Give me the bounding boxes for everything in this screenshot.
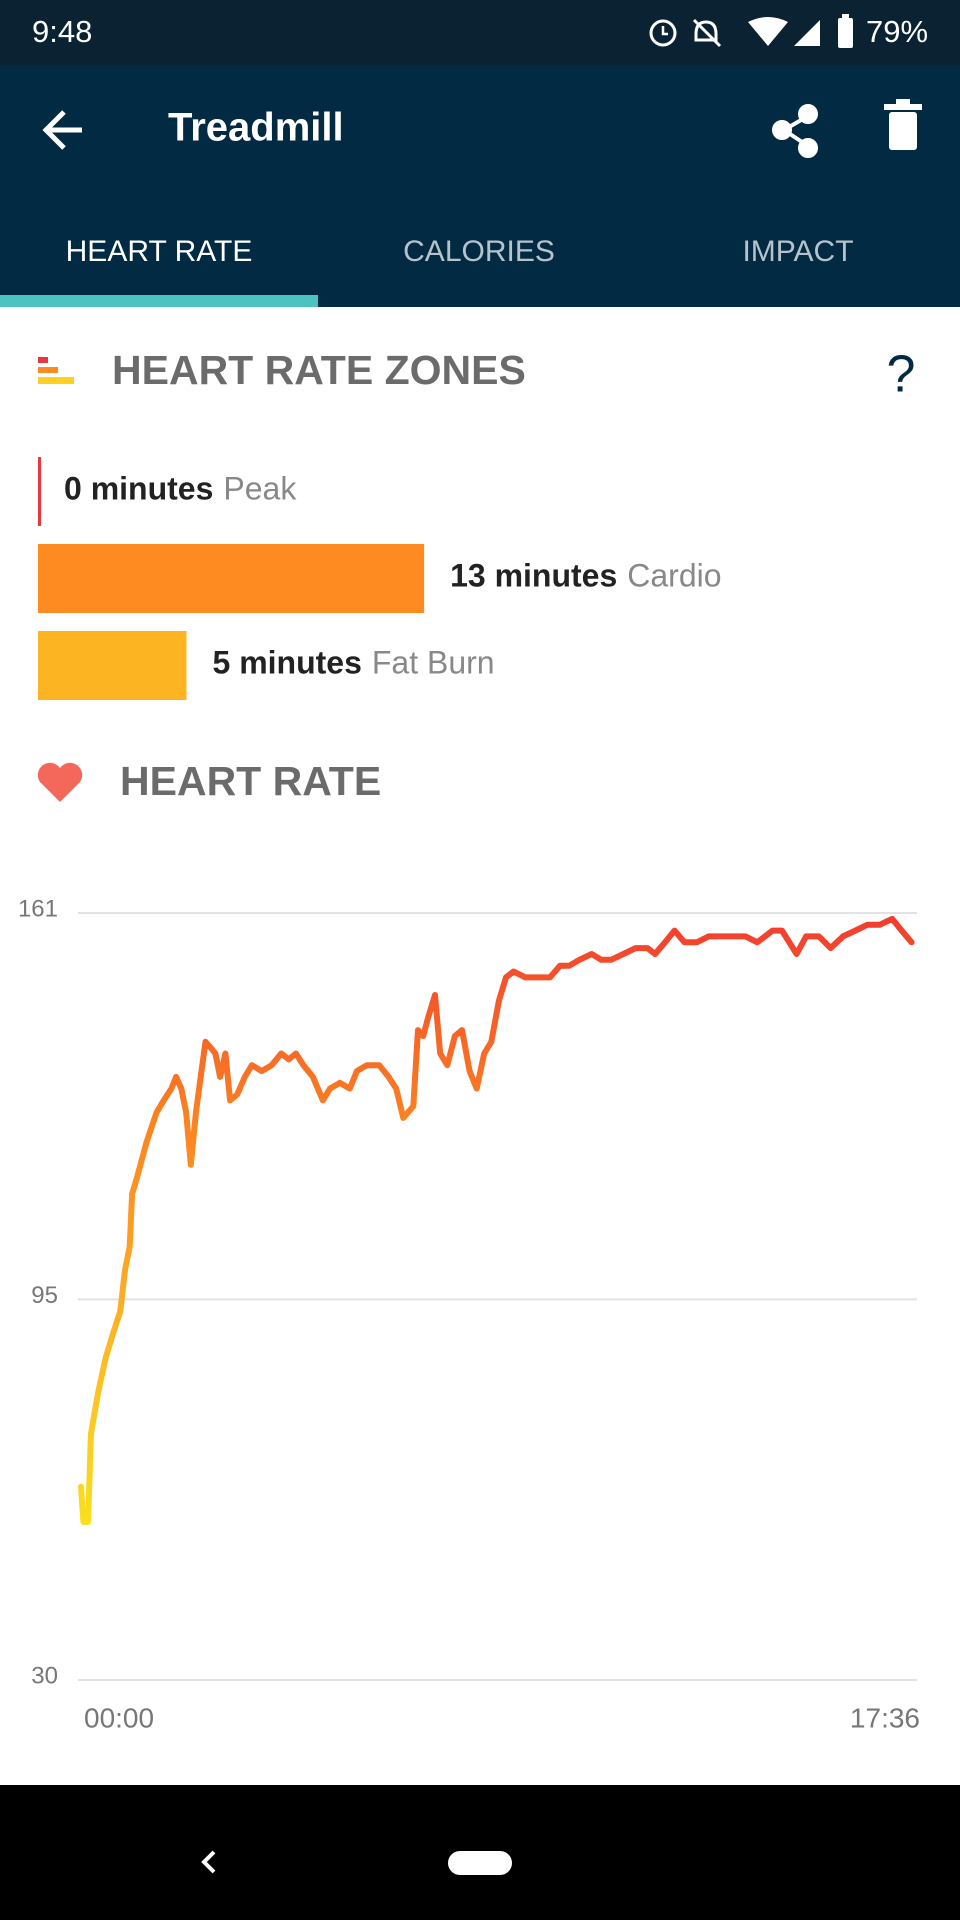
zone-name: Cardio <box>627 558 721 594</box>
zone-bar <box>38 631 187 700</box>
zone-label: 5 minutes Fat Burn <box>213 645 495 681</box>
zones-icon <box>38 357 74 384</box>
y-tick-label: 95 <box>31 1282 58 1309</box>
zone-label: 13 minutes Cardio <box>450 558 721 594</box>
zone-name: Peak <box>223 471 297 507</box>
app-bar <box>0 65 960 195</box>
y-tick-label: 30 <box>31 1662 58 1689</box>
status-battery: 79% <box>866 14 928 49</box>
tab[interactable]: IMPACT <box>742 235 853 268</box>
tab[interactable]: HEART RATE <box>66 235 253 268</box>
chart-title: HEART RATE <box>120 758 381 804</box>
help-button[interactable]: ? <box>887 346 916 404</box>
zone-minutes: 5 minutes <box>213 645 362 681</box>
zone-label: 0 minutes Peak <box>64 471 297 507</box>
nav-back[interactable] <box>201 1850 216 1874</box>
heart-icon <box>37 762 83 802</box>
zone-name: Fat Burn <box>372 645 495 681</box>
nav-home[interactable] <box>448 1851 512 1875</box>
zone-bar <box>38 544 425 613</box>
y-tick-label: 161 <box>18 895 58 922</box>
zone-minutes: 0 minutes <box>64 471 213 507</box>
zones-title: HEART RATE ZONES <box>112 347 526 393</box>
tab-bar <box>0 195 960 307</box>
back-button[interactable] <box>42 110 82 150</box>
zone-start <box>38 457 41 526</box>
x-tick-label: 00:00 <box>84 1702 154 1733</box>
tab-indicator <box>0 295 318 307</box>
status-time: 9:48 <box>32 14 92 49</box>
status-bar <box>0 0 960 65</box>
app-title: Treadmill <box>168 106 344 150</box>
tab[interactable]: CALORIES <box>403 235 555 268</box>
heart-rate-line <box>78 915 915 1525</box>
x-tick-label: 17:36 <box>850 1702 920 1733</box>
zone-minutes: 13 minutes <box>450 558 617 594</box>
status-icons <box>649 14 853 48</box>
delete-button[interactable] <box>884 99 922 150</box>
share-button[interactable] <box>772 104 818 158</box>
